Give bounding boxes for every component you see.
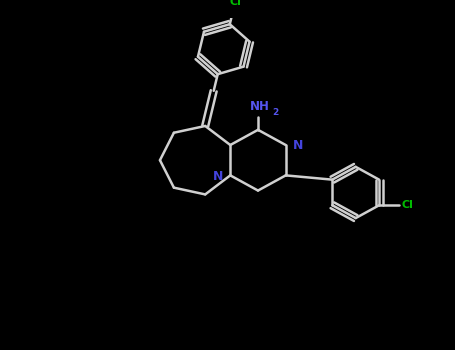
- Text: Cl: Cl: [229, 0, 241, 7]
- Text: N: N: [213, 170, 223, 183]
- Text: Cl: Cl: [401, 200, 413, 210]
- Text: N: N: [293, 139, 303, 153]
- Text: NH: NH: [250, 100, 270, 113]
- Text: 2: 2: [272, 107, 278, 117]
